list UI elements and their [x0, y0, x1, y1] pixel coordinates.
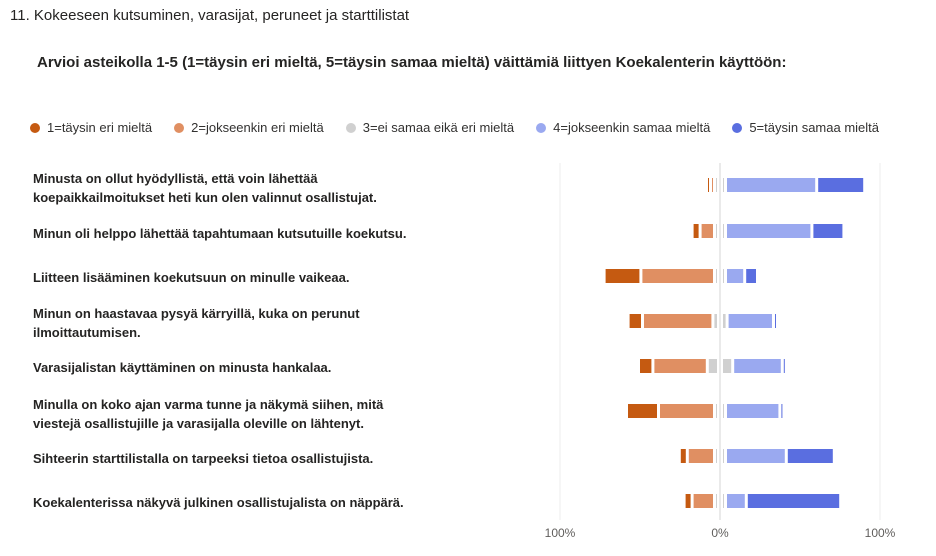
- legend-label-3: 3=ei samaa eikä eri mieltä: [362, 120, 515, 135]
- bar-segment-row5-s3: [708, 359, 717, 373]
- legend-item-5: 5=täysin samaa mieltä: [732, 120, 879, 135]
- x-tick-center: 0%: [711, 526, 729, 540]
- legend-label-5: 5=täysin samaa mieltä: [749, 120, 880, 135]
- bar-segment-row4-s2: [644, 314, 712, 328]
- bar-segment-row5-s1: [640, 359, 652, 373]
- x-tick-right: 100%: [864, 526, 896, 540]
- legend-swatch-3: [345, 122, 356, 133]
- bar-segment-row7-s3: [723, 449, 724, 463]
- statement-label-4: Minun on haastavaa pysyä kärryillä, kuka…: [33, 306, 360, 340]
- legend-label-4: 4=jokseenkin samaa mieltä: [553, 120, 711, 135]
- bar-segment-row4-s5: [775, 314, 776, 328]
- question-title: 11. Kokeeseen kutsuminen, varasijat, per…: [10, 7, 410, 24]
- bar-segment-row3-s3: [716, 269, 717, 283]
- legend-item-3: 3=ei samaa eikä eri mieltä: [345, 120, 515, 135]
- bar-segment-row5-s3: [723, 359, 732, 373]
- legend-item-4: 4=jokseenkin samaa mieltä: [536, 120, 710, 135]
- bar-segment-row2-s1: [693, 224, 699, 238]
- legend-label-2: 2=jokseenkin eri mieltä: [191, 120, 324, 135]
- bar-segment-row6-s3: [723, 404, 724, 418]
- bar-segment-row8-s5: [747, 494, 840, 508]
- bar-segment-row1-s2: [712, 178, 713, 192]
- bar-segment-row8-s2: [693, 494, 713, 508]
- bar-segment-row4-s3: [723, 314, 726, 328]
- legend-swatch-2: [174, 122, 185, 133]
- bar-segment-row2-s2: [701, 224, 713, 238]
- bar-segment-row7-s3: [716, 449, 717, 463]
- bar-segment-row7-s5: [787, 449, 833, 463]
- statement-label-6: Minulla on koko ajan varma tunne ja näky…: [33, 397, 384, 431]
- bar-segment-row8-s1: [685, 494, 691, 508]
- bar-segment-row8-s3: [723, 494, 724, 508]
- bar-segment-row3-s4: [727, 269, 744, 283]
- legend-item-2: 2=jokseenkin eri mieltä: [174, 120, 324, 135]
- bar-segment-row6-s2: [660, 404, 713, 418]
- bar-segment-row3-s3: [723, 269, 724, 283]
- bar-segment-row7-s1: [680, 449, 686, 463]
- legend-swatch-1: [30, 122, 40, 133]
- bar-segment-row1-s3: [723, 178, 724, 192]
- bar-segment-row1-s5: [818, 178, 864, 192]
- bar-segment-row5-s2: [654, 359, 706, 373]
- bar-segment-row2-s5: [813, 224, 843, 238]
- bar-segment-row6-s4: [727, 404, 779, 418]
- legend-item-1: 1=täysin eri mieltä: [30, 120, 152, 135]
- bar-segment-row3-s1: [605, 269, 640, 283]
- bar-segment-row7-s2: [688, 449, 713, 463]
- statement-label-8: Koekalenterissa näkyvä julkinen osallist…: [33, 495, 404, 510]
- statement-label-1: Minusta on ollut hyödyllistä, että voin …: [33, 171, 377, 205]
- bar-segment-row8-s4: [727, 494, 745, 508]
- bar-segment-row3-s2: [642, 269, 713, 283]
- bar-segment-row7-s4: [727, 449, 785, 463]
- bar-segment-row6-s1: [628, 404, 657, 418]
- bar-segment-row8-s3: [716, 494, 717, 508]
- bar-segment-row2-s3: [716, 224, 717, 238]
- legend-label-1: 1=täysin eri mieltä: [47, 120, 153, 135]
- legend-swatch-5: [732, 122, 743, 133]
- statement-label-7: Sihteerin starttilistalla on tarpeeksi t…: [33, 451, 374, 466]
- bar-segment-row5-s5: [783, 359, 785, 373]
- chart-title: Arvioi asteikolla 1-5 (1=täysin eri miel…: [37, 54, 787, 71]
- bar-segment-row3-s5: [746, 269, 756, 283]
- statement-label-2: Minun oli helppo lähettää tapahtumaan ku…: [33, 226, 407, 241]
- bar-segment-row1-s4: [727, 178, 816, 192]
- bar-segment-row1-s1: [708, 178, 709, 192]
- bar-segment-row5-s4: [734, 359, 781, 373]
- bar-segment-row1-s3: [716, 178, 717, 192]
- statement-label-5: Varasijalistan käyttäminen on minusta ha…: [33, 360, 332, 375]
- bar-segment-row4-s3: [714, 314, 717, 328]
- bar-segment-row2-s3: [723, 224, 724, 238]
- bar-segment-row6-s3: [716, 404, 717, 418]
- bar-segment-row2-s4: [727, 224, 811, 238]
- x-tick-left: 100%: [544, 526, 576, 540]
- bar-segment-row4-s1: [629, 314, 641, 328]
- bar-segment-row6-s5: [781, 404, 783, 418]
- bar-segment-row4-s4: [728, 314, 772, 328]
- chart-legend: 1=täysin eri mieltä 2=jokseenkin eri mie…: [30, 120, 879, 135]
- legend-swatch-4: [536, 122, 547, 133]
- statement-label-3: Liitteen lisääminen koekutsuun on minull…: [33, 270, 350, 285]
